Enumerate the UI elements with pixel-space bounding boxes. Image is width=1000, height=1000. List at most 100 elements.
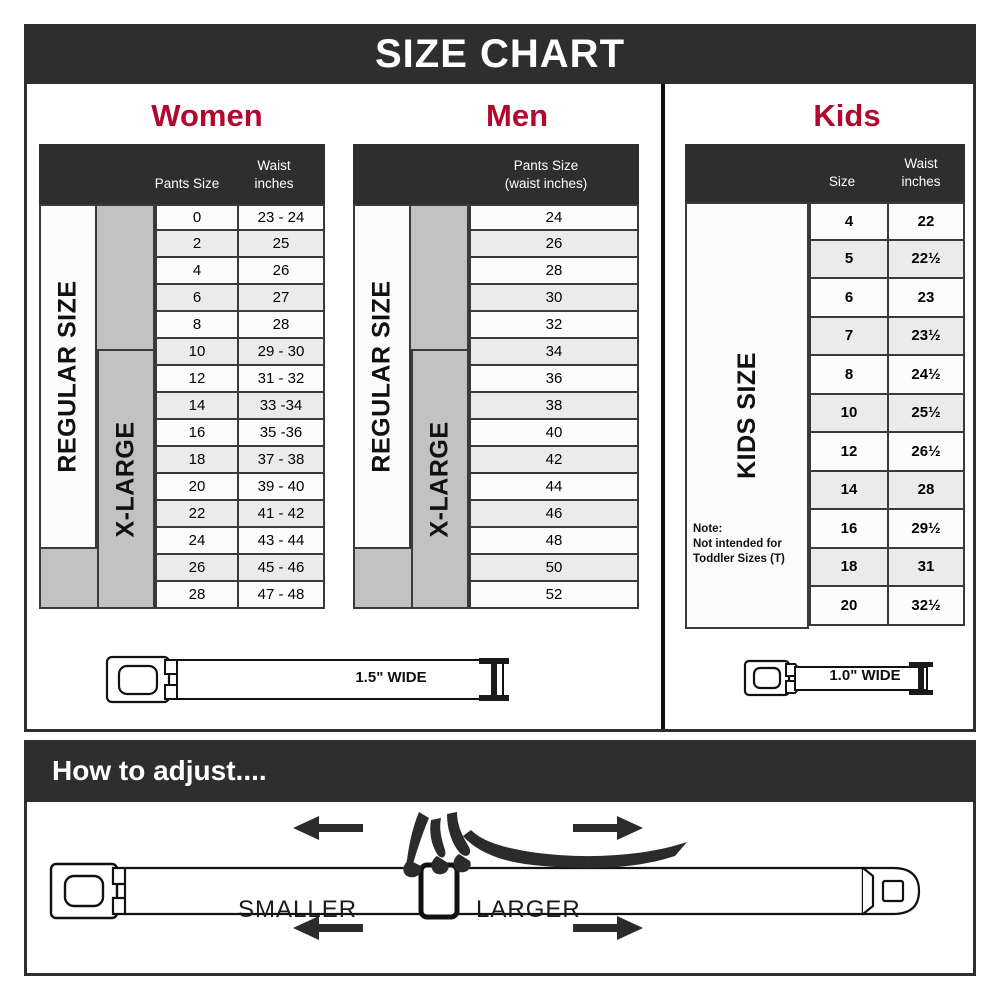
men-band-regular-label: REGULAR SIZE — [367, 280, 396, 473]
kids-cell-waist: 32½ — [887, 587, 963, 624]
belt-adjust-illustration — [49, 812, 921, 940]
kids-row: 16 29½ — [809, 510, 965, 549]
women-cell-waist: 47 - 48 — [237, 582, 323, 607]
kids-cell-waist: 22½ — [887, 240, 963, 277]
men-table-header: Pants Size (waist inches) — [353, 144, 639, 204]
kids-cell-size: 6 — [844, 288, 854, 306]
women-cell-waist: 41 - 42 — [237, 501, 323, 526]
women-cell-size: 10 — [188, 343, 206, 360]
kids-cell-size: 16 — [840, 519, 858, 537]
adults-kids-divider — [661, 84, 665, 729]
women-row: 16 35 -36 — [155, 420, 325, 447]
kids-cell-size: 7 — [844, 327, 854, 345]
men-row: 38 — [469, 393, 639, 420]
women-row: 2 25 — [155, 231, 325, 258]
men-cell-size: 40 — [545, 424, 563, 441]
women-cell-size: 26 — [188, 559, 206, 576]
adult-belt-width-label: 1.5" WIDE — [355, 669, 427, 686]
women-cell-waist: 27 — [237, 285, 323, 310]
men-cell-size: 48 — [545, 532, 563, 549]
tables-panel: Women Men Kids Pants Size Waist inches R… — [24, 84, 976, 732]
kids-cell-size: 4 — [844, 212, 854, 230]
section-heading-men: Men — [486, 98, 548, 133]
kids-row: 18 31 — [809, 548, 965, 587]
how-to-adjust-panel — [24, 802, 976, 976]
section-heading-women: Women — [151, 98, 263, 133]
men-row: 34 — [469, 339, 639, 366]
women-cell-size: 14 — [188, 397, 206, 414]
men-cell-size: 30 — [545, 289, 563, 306]
men-row: 36 — [469, 366, 639, 393]
women-cell-size: 20 — [188, 478, 206, 495]
women-cell-size: 18 — [188, 451, 206, 468]
women-cell-waist: 28 — [237, 312, 323, 337]
men-cell-size: 32 — [545, 316, 563, 333]
arrow-larger-top — [573, 816, 643, 840]
kids-row: 4 22 — [809, 202, 965, 241]
kids-belt-width-label: 1.0" WIDE — [829, 667, 901, 684]
kids-note-line2: Not intended for — [693, 538, 782, 551]
kids-cell-size: 18 — [840, 558, 858, 576]
kids-row: 5 22½ — [809, 240, 965, 279]
women-cell-size: 28 — [188, 586, 206, 603]
men-row: 30 — [469, 285, 639, 312]
kids-row: 7 23½ — [809, 317, 965, 356]
arrow-smaller-bottom — [293, 916, 363, 940]
kids-row: 8 24½ — [809, 356, 965, 395]
men-row: 46 — [469, 501, 639, 528]
men-row: 26 — [469, 231, 639, 258]
adjust-label-larger: LARGER — [476, 896, 581, 923]
men-row: 48 — [469, 528, 639, 555]
adult-belt-width-diagram: 1.5" WIDE — [103, 647, 533, 709]
kids-size-table: Size Waist inches KIDS SIZE Note: Not in… — [685, 144, 965, 629]
kids-cell-waist: 31 — [887, 548, 963, 585]
women-cell-waist: 33 -34 — [237, 393, 323, 418]
men-cell-size: 38 — [545, 397, 563, 414]
kids-cell-waist: 23 — [887, 279, 963, 316]
women-row: 22 41 - 42 — [155, 501, 325, 528]
kids-header-size: Size — [828, 174, 856, 189]
kids-cell-size: 14 — [840, 481, 858, 499]
kids-cell-waist: 22 — [887, 204, 963, 239]
kids-header-waist-line1: Waist — [904, 156, 938, 171]
men-cell-size: 28 — [545, 262, 563, 279]
kids-cell-size: 5 — [844, 250, 854, 268]
women-header-waist-line2: inches — [254, 176, 294, 191]
women-cell-waist: 23 - 24 — [237, 206, 323, 229]
women-cell-waist: 37 - 38 — [237, 447, 323, 472]
arrow-larger-bottom — [573, 916, 643, 940]
women-row: 10 29 - 30 — [155, 339, 325, 366]
page-title: SIZE CHART — [375, 32, 625, 76]
women-row: 12 31 - 32 — [155, 366, 325, 393]
section-heading-kids: Kids — [813, 98, 881, 133]
men-cell-size: 50 — [545, 559, 563, 576]
kids-cell-size: 12 — [840, 442, 858, 460]
women-cell-waist: 45 - 46 — [237, 555, 323, 580]
women-band-xlarge: X-LARGE — [97, 349, 155, 609]
women-row: 20 39 - 40 — [155, 474, 325, 501]
men-size-table: Pants Size (waist inches) REGULAR SIZE X… — [353, 144, 639, 609]
kids-row: 20 32½ — [809, 587, 965, 626]
men-cell-size: 26 — [545, 235, 563, 252]
women-cell-size: 0 — [192, 209, 202, 226]
women-cell-waist: 35 -36 — [237, 420, 323, 445]
kids-cell-waist: 24½ — [887, 356, 963, 393]
men-cell-size: 44 — [545, 478, 563, 495]
women-header-pants-size: Pants Size — [154, 176, 220, 191]
men-row: 50 — [469, 555, 639, 582]
women-row: 0 23 - 24 — [155, 204, 325, 231]
women-row: 18 37 - 38 — [155, 447, 325, 474]
women-cell-waist: 26 — [237, 258, 323, 283]
women-size-table: Pants Size Waist inches REGULAR SIZE X-L… — [39, 144, 325, 609]
women-table-rows: 0 23 - 24 2 25 4 26 6 27 8 28 10 29 - 30 12 31 - 32 14… — [155, 204, 325, 609]
kids-cell-waist: 29½ — [887, 510, 963, 547]
women-row: 24 43 - 44 — [155, 528, 325, 555]
men-row: 24 — [469, 204, 639, 231]
kids-row: 10 25½ — [809, 394, 965, 433]
women-cell-size: 6 — [192, 289, 202, 306]
kids-row: 12 26½ — [809, 433, 965, 472]
women-band-xlarge-label: X-LARGE — [111, 421, 140, 537]
women-cell-size: 16 — [188, 424, 206, 441]
kids-cell-size: 8 — [844, 365, 854, 383]
